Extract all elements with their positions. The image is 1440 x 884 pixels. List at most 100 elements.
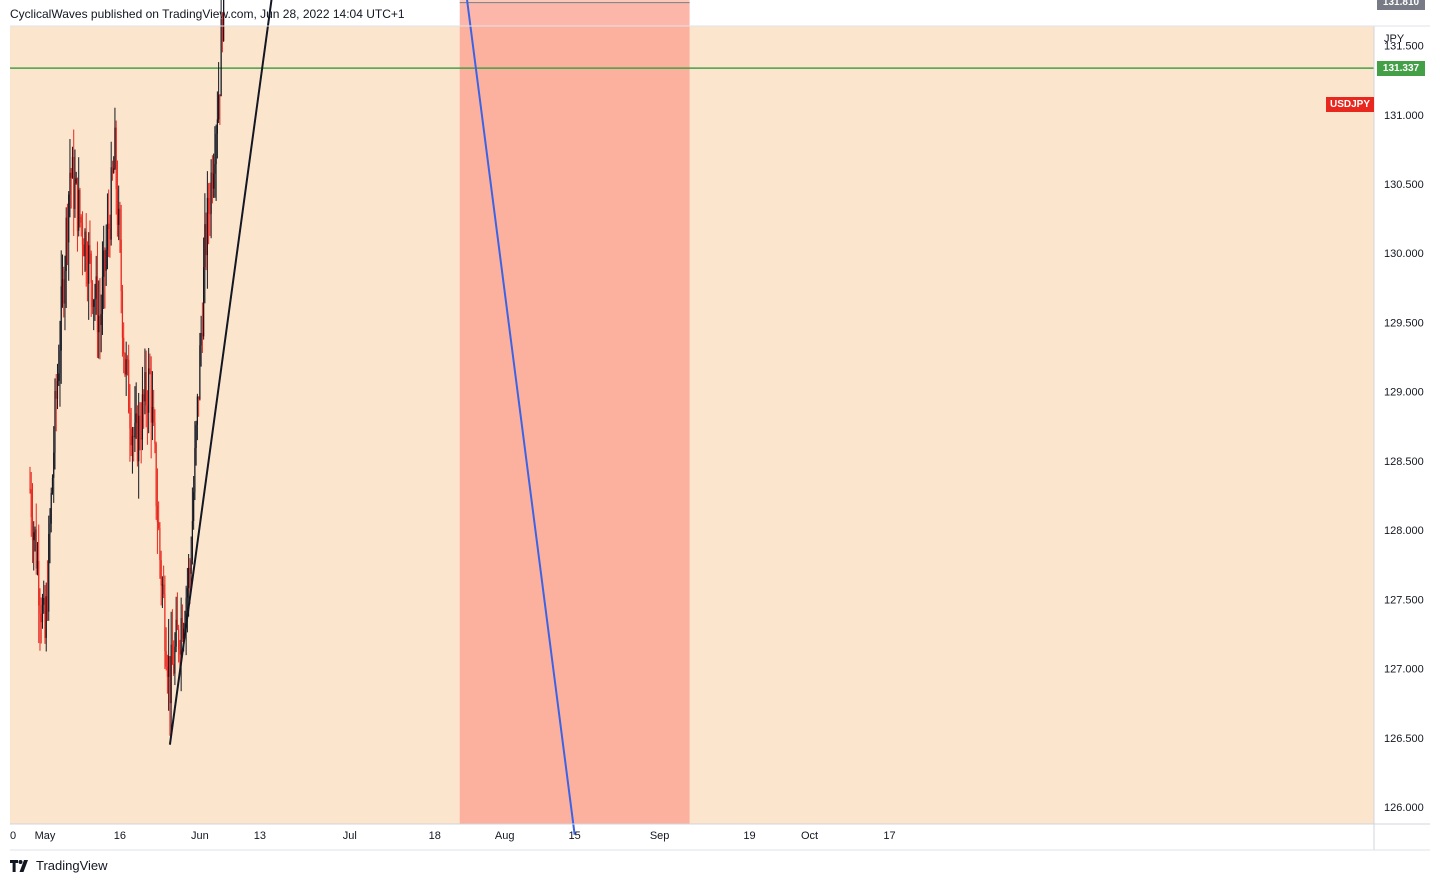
candle-body (148, 368, 150, 413)
candle-body (118, 208, 120, 225)
candle-body (75, 178, 77, 184)
price-tag-horizontal-line: 131.337 (1377, 60, 1425, 76)
trend-line[interactable] (168, 0, 375, 745)
candle-body (41, 604, 44, 623)
candle-body (155, 443, 157, 507)
candle-body (175, 619, 177, 647)
candle-body (83, 244, 85, 257)
candle-body (198, 396, 200, 400)
candle-body (78, 189, 80, 231)
x-tick-label: May (35, 830, 56, 842)
candle-body (178, 629, 180, 650)
candle-body (164, 594, 166, 652)
candle-body (188, 567, 190, 588)
candle-body (30, 489, 32, 518)
candle-body (201, 332, 203, 337)
candle-body (44, 597, 46, 638)
y-tick-label: 130.500 (1384, 179, 1424, 191)
candle-body (150, 370, 152, 423)
candle-body (88, 245, 90, 284)
x-tick-label: 17 (883, 830, 895, 842)
candle-body (35, 529, 37, 569)
candle-body (185, 597, 187, 624)
candle-body (151, 406, 154, 423)
candle-body (34, 529, 36, 533)
candle-body (216, 119, 218, 134)
candle-body (191, 521, 193, 561)
candle-body (55, 390, 57, 399)
candle-body (120, 239, 122, 292)
candle-body (189, 567, 191, 574)
currency-label: JPY (1384, 33, 1405, 45)
drawings (168, 0, 576, 835)
candle-body (119, 208, 121, 240)
candle-body (104, 250, 106, 271)
candle-body (124, 353, 126, 375)
candle-body (101, 276, 104, 314)
y-tick-label: 127.000 (1384, 664, 1424, 676)
candle-body (210, 172, 212, 214)
candle-body (68, 194, 70, 243)
candle-body (95, 276, 97, 299)
candle-body (60, 286, 62, 351)
candle-body (115, 127, 117, 190)
candle-body (163, 584, 165, 595)
candle-body (106, 223, 109, 250)
candle-body (128, 359, 130, 413)
tradingview-footer[interactable]: TradingView (10, 858, 108, 873)
candle-body (166, 666, 169, 677)
support-lines (10, 67, 1374, 69)
plot-background (10, 26, 1374, 824)
candle-body (84, 231, 86, 257)
candle-body (168, 656, 170, 677)
candle-body (59, 350, 61, 374)
candle-body (29, 488, 31, 490)
candle-body (110, 167, 112, 240)
y-tick-label: 128.500 (1384, 456, 1424, 468)
candle-body (54, 390, 56, 453)
tradingview-logo-text: TradingView (36, 858, 108, 873)
candle-body (69, 172, 71, 195)
candle-body (211, 172, 213, 189)
candle-body (139, 415, 141, 438)
candle-body (173, 664, 175, 674)
target-zone (459, 0, 690, 824)
candle-body (161, 584, 164, 586)
candle-body (213, 173, 215, 189)
candle-body (143, 394, 145, 402)
candle-body (91, 282, 94, 307)
x-tick-label: 16 (114, 830, 126, 842)
projection-path[interactable] (280, 0, 576, 835)
candle-body (133, 435, 135, 438)
y-tick-label: 131.000 (1384, 110, 1424, 122)
candle-body (48, 533, 50, 612)
candle-body (149, 368, 151, 371)
candle-body (114, 127, 116, 169)
candle-body (203, 267, 205, 337)
candle-body (165, 651, 167, 667)
candle-body (113, 168, 115, 173)
candle-body (196, 396, 198, 425)
candle-body (40, 613, 42, 623)
x-tick-label: 18 (429, 830, 441, 842)
candle-body (73, 156, 75, 209)
candle-body (176, 619, 178, 630)
publish-header: CyclicalWaves published on TradingView.c… (10, 7, 405, 21)
candle-body (96, 276, 99, 333)
candle-body (79, 189, 81, 217)
candle-body (45, 596, 47, 638)
candle-body (154, 422, 156, 444)
candle-body (93, 300, 95, 307)
tradingview-logo-icon (10, 859, 28, 872)
candle-body (146, 405, 149, 413)
candle-body (195, 424, 197, 449)
candle-body (223, 0, 225, 41)
x-tick-label: 0 (10, 830, 16, 842)
candle-body (215, 133, 217, 165)
candle-body (98, 315, 100, 333)
candle-body (81, 222, 84, 245)
y-tick-label: 129.500 (1384, 317, 1424, 329)
candle-body (136, 413, 139, 462)
candle-body (125, 359, 127, 375)
